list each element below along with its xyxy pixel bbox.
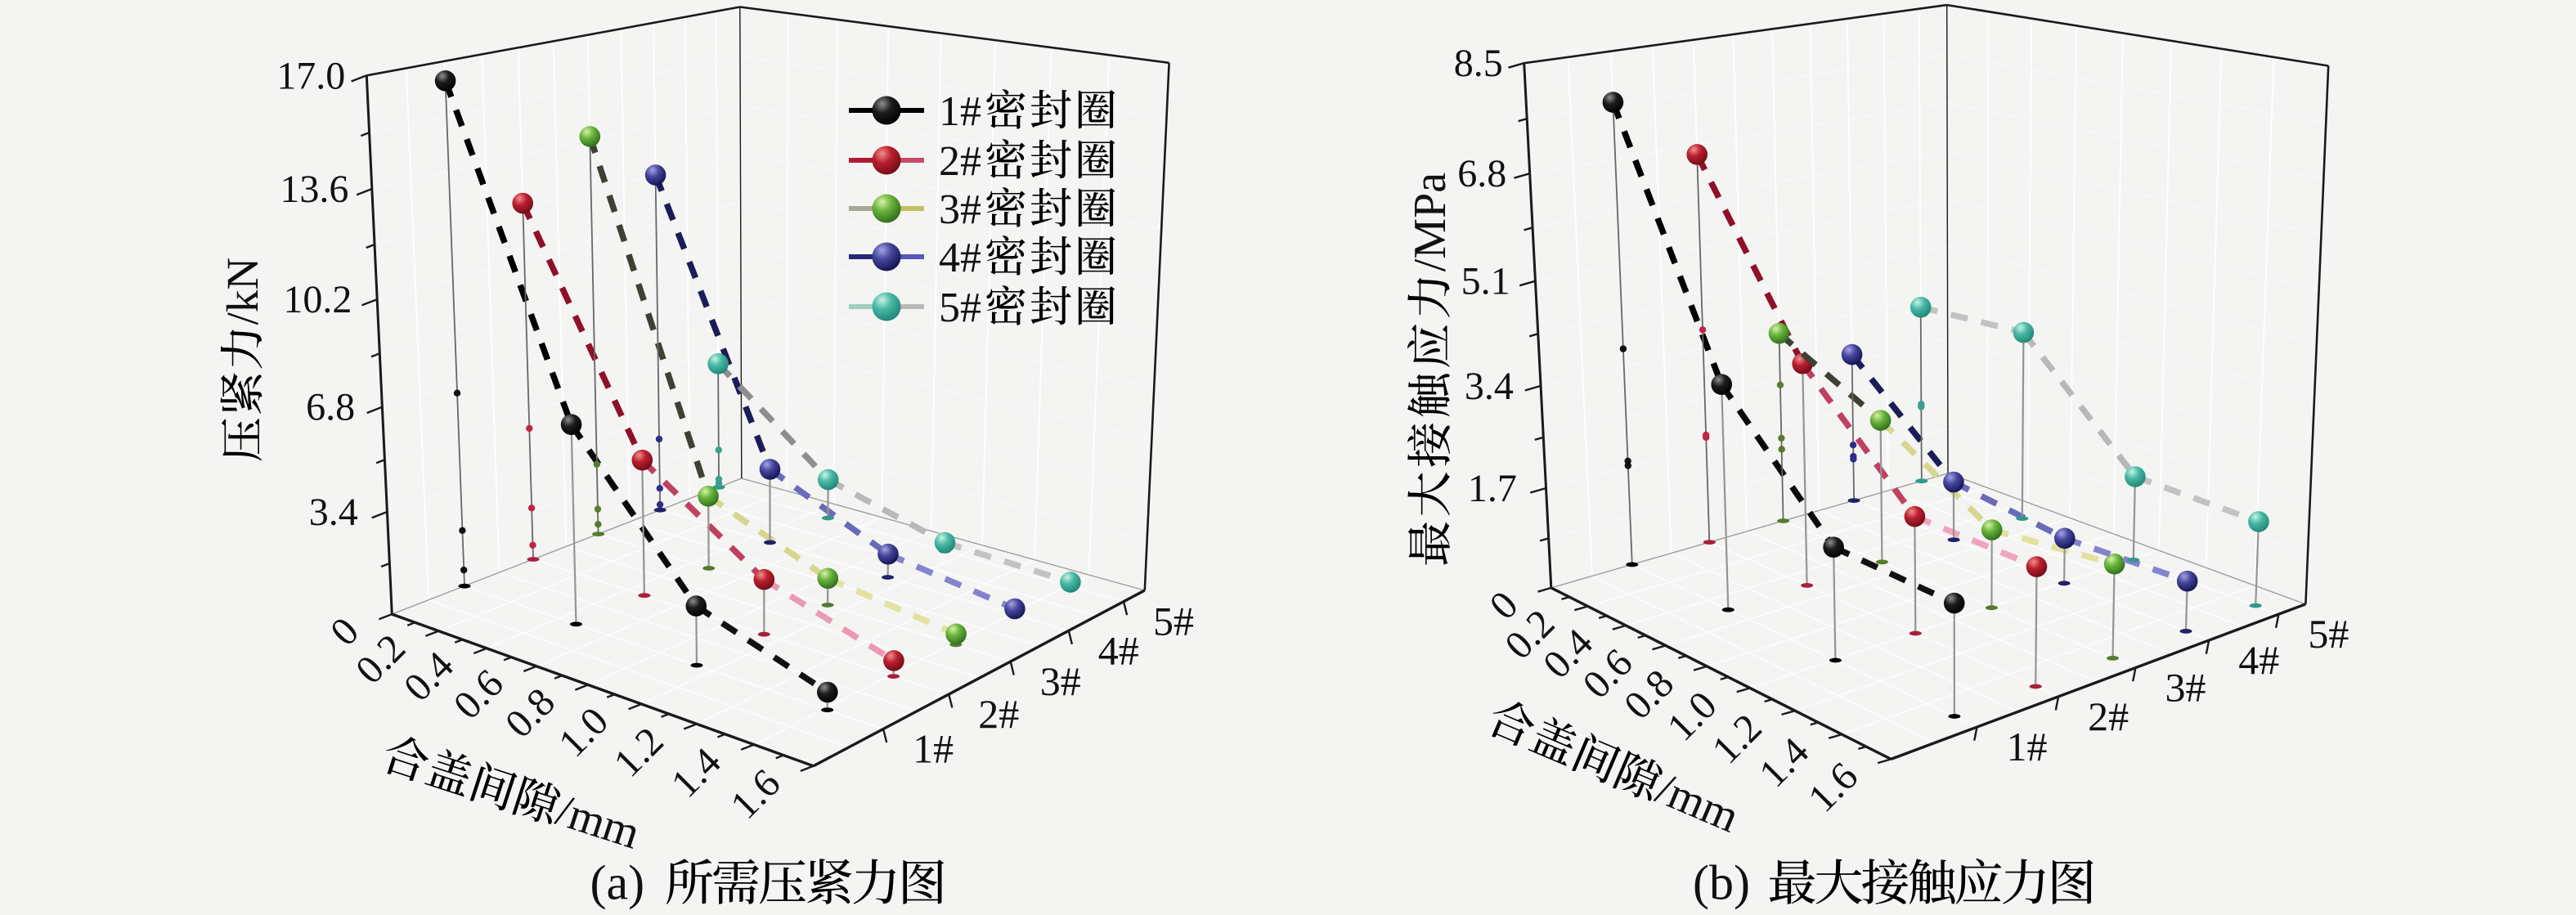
svg-text:/MPa: /MPa (1405, 173, 1456, 271)
svg-text:3#: 3# (1040, 658, 1081, 704)
svg-text:6.8: 6.8 (1457, 152, 1506, 195)
svg-text:3#: 3# (939, 186, 981, 233)
svg-text:6.8: 6.8 (306, 386, 355, 429)
svg-text:5.1: 5.1 (1461, 260, 1510, 303)
svg-text:1#: 1# (2007, 724, 2048, 769)
svg-text:10.2: 10.2 (283, 278, 352, 321)
svg-text:2#: 2# (939, 138, 981, 185)
svg-text:4#: 4# (2238, 637, 2279, 683)
svg-text:17.0: 17.0 (276, 54, 345, 97)
svg-text:2#: 2# (2088, 693, 2129, 739)
svg-text:(a): (a) (590, 856, 645, 910)
svg-text:(b): (b) (1693, 856, 1750, 910)
svg-text:3.4: 3.4 (1465, 365, 1514, 408)
svg-text:2#: 2# (978, 691, 1019, 737)
svg-text:/kN: /kN (218, 258, 267, 325)
svg-text:3.4: 3.4 (309, 491, 358, 534)
svg-text:3#: 3# (2165, 665, 2206, 711)
svg-text:4#: 4# (939, 235, 981, 281)
svg-text:5#: 5# (939, 285, 981, 331)
svg-text:8.5: 8.5 (1454, 42, 1503, 85)
svg-text:1#: 1# (939, 88, 981, 135)
svg-text:1.7: 1.7 (1468, 467, 1517, 510)
svg-text:5#: 5# (1153, 599, 1194, 644)
svg-text:4#: 4# (1098, 627, 1139, 673)
svg-text:1#: 1# (913, 726, 954, 772)
svg-text:13.6: 13.6 (280, 168, 348, 211)
svg-text:5#: 5# (2308, 611, 2349, 657)
